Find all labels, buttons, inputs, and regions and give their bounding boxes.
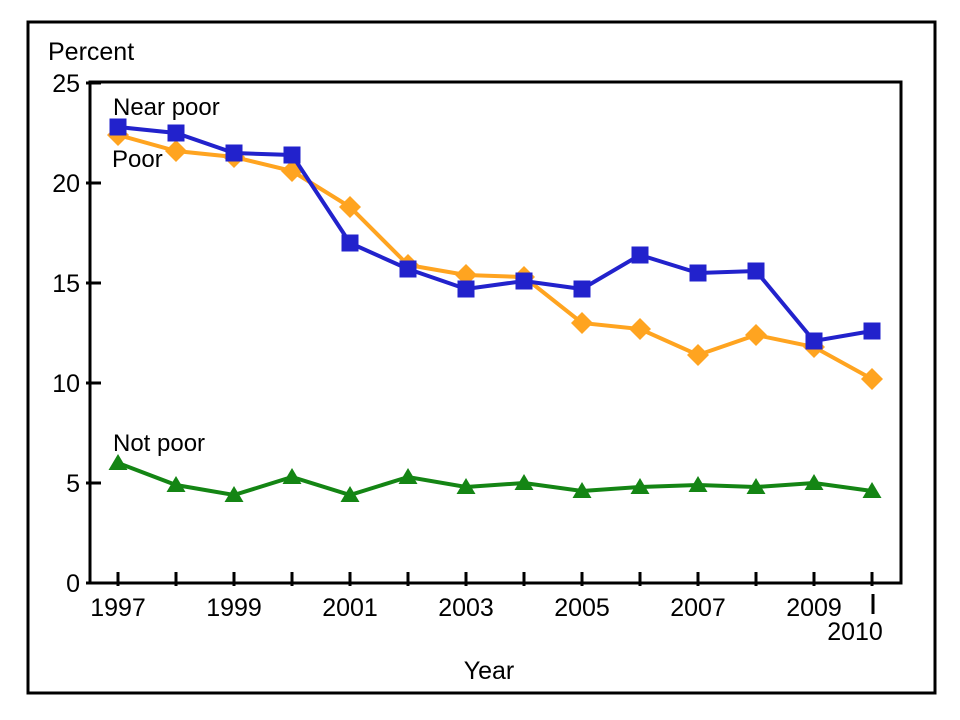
marker-square [805,332,823,350]
marker-square [283,146,301,164]
x-tick-label-2010: 2010 [827,618,883,646]
marker-triangle [108,454,128,470]
y-tick-label: 5 [66,470,80,498]
x-tick-label: 1999 [206,594,262,622]
marker-triangle [572,482,592,498]
series-label-near-poor: Near poor [113,94,220,121]
marker-square [225,144,243,162]
marker-triangle [514,474,534,490]
y-axis-title: Percent [48,38,134,66]
y-tick-label: 15 [52,270,80,298]
y-tick-label: 20 [52,170,80,198]
axis-ticks: 0 5 10 15 20 25 1997 1999 2001 2003 2005 2007 2009 [52,70,875,622]
marker-square [863,322,881,340]
series-near-poor [109,118,881,350]
marker-triangle [340,486,360,502]
marker-triangle [630,478,650,494]
figure-border [26,20,937,695]
marker-diamond [339,196,361,218]
marker-square [573,280,591,298]
marker-diamond [571,312,593,334]
marker-square [167,124,185,142]
x-tick-label: 1997 [90,594,146,622]
marker-square [457,280,475,298]
marker-triangle [398,468,418,484]
marker-square [341,234,359,252]
marker-diamond [629,318,651,340]
marker-triangle [804,474,824,490]
x-tick-label: 2003 [438,594,494,622]
marker-square [631,246,649,264]
series-line [117,461,873,498]
marker-triangle [166,476,186,492]
marker-triangle [862,482,882,498]
y-tick-label: 0 [66,570,80,598]
marker-triangle [224,486,244,502]
marker-diamond [165,140,187,162]
x-axis-title: Year [464,657,515,685]
x-tick-label: 2007 [670,594,726,622]
marker-triangle [688,476,708,492]
marker-diamond [745,324,767,346]
y-tick-label: 10 [52,370,80,398]
series-label-poor: Poor [112,146,163,173]
marker-diamond [861,368,883,390]
series-label-not-poor: Not poor [113,430,205,457]
x-tick-label: 2005 [554,594,610,622]
plot-area-box [88,80,903,585]
marker-diamond [687,344,709,366]
series-line [117,133,873,381]
series-line [117,125,873,344]
marker-square [515,272,533,290]
marker-square [109,118,127,136]
y-tick-label: 25 [52,70,80,98]
data-series [107,118,883,502]
marker-triangle [456,478,476,494]
series-not-poor [108,454,882,502]
marker-square [399,260,417,278]
marker-square [747,262,765,280]
x-tick-label: 2001 [322,594,378,622]
marker-triangle [282,468,302,484]
marker-square [689,264,707,282]
x-tick-label: 2009 [786,594,842,622]
marker-triangle [746,478,766,494]
